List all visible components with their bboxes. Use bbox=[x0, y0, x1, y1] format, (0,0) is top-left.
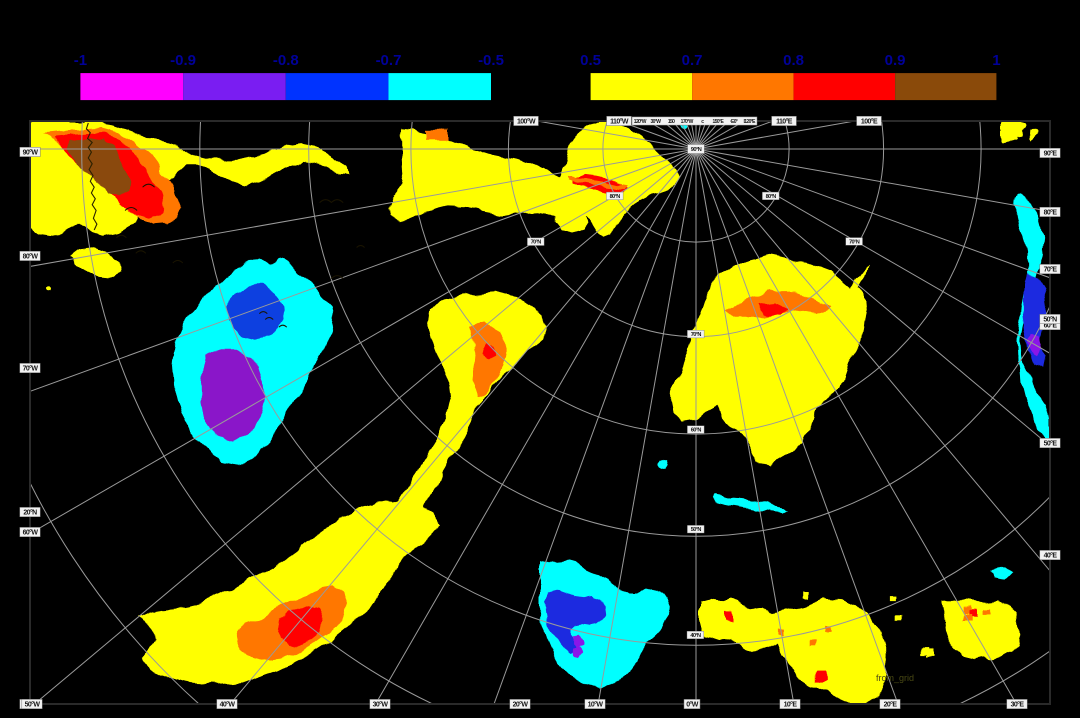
svg-text:10°E: 10°E bbox=[784, 700, 798, 708]
svg-text:0°W: 0°W bbox=[686, 700, 698, 708]
svg-text:50°N: 50°N bbox=[1043, 315, 1057, 323]
svg-text:150: 150 bbox=[668, 119, 675, 125]
svg-text:80°E: 80°E bbox=[1044, 208, 1058, 216]
svg-text:50°W: 50°W bbox=[25, 700, 41, 708]
svg-text:·E0°: ·E0° bbox=[730, 119, 738, 125]
svg-text:50°N: 50°N bbox=[691, 527, 702, 533]
svg-text:70°E: 70°E bbox=[1044, 265, 1058, 273]
svg-text:110°E: 110°E bbox=[776, 117, 793, 125]
svg-text:70°N: 70°N bbox=[691, 332, 702, 338]
svg-text:1: 1 bbox=[992, 52, 1000, 69]
svg-text:0.9: 0.9 bbox=[885, 52, 906, 69]
svg-text:20°N: 20°N bbox=[23, 508, 37, 516]
svg-text:50°E: 50°E bbox=[1044, 439, 1058, 447]
svg-text:70°W: 70°W bbox=[23, 364, 39, 372]
svg-text:l120°E: l120°E bbox=[743, 119, 756, 125]
svg-text:100°E: 100°E bbox=[861, 117, 878, 125]
svg-text:-0.5: -0.5 bbox=[478, 52, 504, 69]
svg-text:40°N: 40°N bbox=[690, 633, 701, 639]
svg-text:110°W: 110°W bbox=[610, 117, 629, 125]
svg-text:20°E: 20°E bbox=[884, 700, 898, 708]
svg-text:30°E: 30°E bbox=[1011, 700, 1025, 708]
svg-text:90°W: 90°W bbox=[23, 148, 39, 156]
svg-text:60°W: 60°W bbox=[23, 528, 39, 536]
svg-text:40°W: 40°W bbox=[220, 700, 236, 708]
svg-text:0.7: 0.7 bbox=[682, 52, 703, 69]
svg-text:30°W: 30°W bbox=[650, 119, 661, 125]
svg-text:80°N: 80°N bbox=[610, 194, 621, 200]
svg-text:80°N: 80°N bbox=[766, 194, 777, 200]
svg-text:120°W: 120°W bbox=[634, 119, 647, 125]
svg-text:20°W: 20°W bbox=[513, 700, 529, 708]
svg-text:80°W: 80°W bbox=[23, 252, 39, 260]
svg-text:60°N: 60°N bbox=[691, 428, 702, 434]
svg-text:170°W: 170°W bbox=[681, 119, 694, 125]
svg-text:-0.9: -0.9 bbox=[170, 52, 196, 69]
svg-text:-1: -1 bbox=[74, 52, 87, 69]
svg-text:90°N: 90°N bbox=[691, 147, 702, 153]
svg-text:0.8: 0.8 bbox=[783, 52, 804, 69]
svg-text:70°N: 70°N bbox=[849, 239, 860, 245]
svg-text:100°W: 100°W bbox=[517, 117, 536, 125]
svg-text:70°N: 70°N bbox=[531, 240, 542, 246]
svg-text:40°E: 40°E bbox=[1044, 551, 1058, 559]
svg-text:-0.8: -0.8 bbox=[273, 52, 299, 69]
svg-text:90°E: 90°E bbox=[1044, 149, 1058, 157]
svg-text:-0.7: -0.7 bbox=[376, 52, 402, 69]
svg-text:10°W: 10°W bbox=[588, 700, 604, 708]
svg-text:from_grid: from_grid bbox=[876, 673, 914, 683]
svg-text:150°E: 150°E bbox=[713, 119, 725, 125]
svg-text:30°W: 30°W bbox=[373, 700, 389, 708]
svg-text:0.5: 0.5 bbox=[580, 52, 601, 69]
